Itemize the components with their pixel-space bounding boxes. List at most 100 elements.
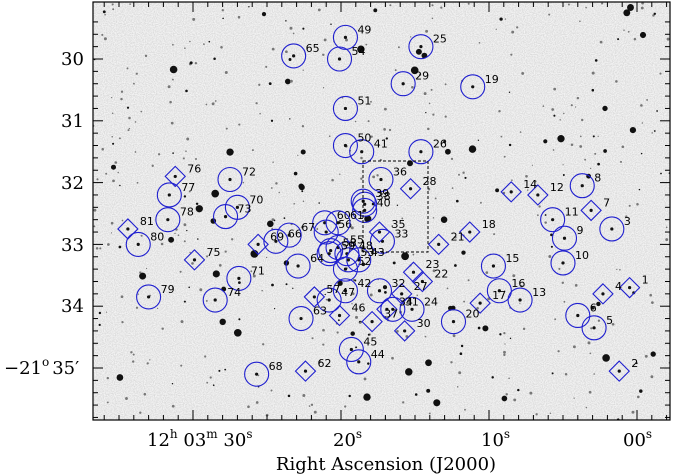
marker-label-48: 48 [359, 240, 373, 253]
marker-label-23: 23 [426, 258, 440, 271]
star [653, 130, 656, 132]
diamond-marker-57 [303, 286, 326, 308]
star [185, 89, 188, 93]
star [440, 216, 448, 223]
galaxy-source-4 [601, 292, 605, 296]
galaxy-marker-30: 30 [393, 317, 431, 342]
star [635, 362, 638, 365]
star [529, 391, 533, 395]
star [209, 376, 212, 379]
star [265, 256, 268, 259]
star [322, 343, 325, 346]
galaxy-marker-14: 14 [500, 178, 537, 203]
star [499, 17, 503, 21]
circle-marker-49 [332, 24, 358, 50]
circle-marker-5 [581, 315, 607, 341]
star [360, 177, 363, 180]
marker-label-10: 10 [575, 249, 589, 262]
galaxy-source-23 [411, 270, 416, 274]
star [369, 293, 373, 297]
circle-marker-67 [276, 222, 302, 248]
star [552, 149, 555, 151]
star [467, 279, 470, 282]
diamond-marker-28 [399, 178, 422, 200]
galaxy-marker-38: 38 [352, 190, 391, 217]
star [503, 155, 506, 158]
star [548, 255, 552, 258]
star [189, 40, 191, 43]
galaxy-marker-49: 49 [332, 23, 371, 50]
star [140, 234, 143, 237]
marker-label-21: 21 [451, 230, 465, 243]
star [283, 217, 286, 219]
star [285, 283, 288, 286]
star [231, 238, 234, 241]
marker-label-17: 17 [492, 289, 506, 302]
marker-label-22: 22 [434, 267, 448, 280]
marker-label-2: 2 [631, 357, 638, 370]
y-tick-35-prefix: −21 [4, 358, 42, 379]
star [636, 203, 639, 206]
marker-label-7: 7 [603, 196, 610, 209]
star [450, 157, 454, 161]
axis-ticks [93, 2, 670, 420]
marker-label-36: 36 [393, 166, 407, 179]
star [458, 173, 460, 176]
star [336, 331, 339, 334]
star [289, 79, 293, 83]
star [562, 174, 565, 176]
galaxy-source-50 [343, 143, 348, 148]
star [589, 352, 592, 355]
star [284, 78, 291, 85]
star [553, 87, 557, 91]
star [574, 284, 578, 287]
diamond-marker-7 [580, 199, 602, 222]
star [111, 135, 113, 138]
y-tick-label-32: 32 [61, 173, 84, 194]
galaxy-marker-50: 50 [332, 132, 371, 159]
galaxy-marker-3: 3 [599, 215, 631, 242]
diamond-marker-2 [608, 360, 631, 382]
circle-marker-80 [125, 231, 151, 257]
circle-marker-6 [565, 302, 591, 329]
galaxy-marker-24: 24 [399, 295, 438, 322]
star [594, 59, 598, 62]
star [233, 328, 242, 337]
star [265, 65, 268, 68]
star [116, 374, 124, 381]
star [522, 327, 526, 331]
galaxy-source-36 [379, 177, 383, 182]
star [189, 61, 193, 65]
star [302, 200, 305, 202]
galaxy-marker-12: 12 [527, 181, 564, 206]
star [110, 164, 117, 170]
star [318, 360, 322, 363]
star [289, 26, 293, 30]
star [373, 8, 378, 13]
galaxy-marker-66: 66 [263, 227, 302, 254]
galaxy-source-66 [274, 239, 278, 243]
galaxy-marker-42: 42 [332, 277, 371, 304]
star [140, 110, 143, 113]
star [409, 36, 412, 38]
star [463, 300, 466, 303]
star [169, 100, 172, 104]
marker-label-15: 15 [505, 252, 519, 265]
marker-label-20: 20 [465, 308, 479, 321]
star [640, 104, 643, 107]
star [576, 96, 580, 100]
star [585, 6, 587, 9]
marker-label-73: 73 [238, 203, 252, 216]
star [508, 91, 511, 94]
diamond-marker-30 [393, 320, 416, 342]
diamond-marker-12 [527, 184, 549, 206]
circle-marker-33 [369, 228, 395, 254]
star [364, 215, 372, 223]
circle-marker-24 [399, 296, 425, 322]
marker-label-4: 4 [615, 280, 622, 293]
marker-label-34: 34 [399, 295, 413, 308]
star [526, 189, 529, 191]
galaxy-marker-59: 59 [316, 240, 355, 267]
star [117, 171, 119, 174]
galaxy-source-18 [468, 230, 472, 234]
